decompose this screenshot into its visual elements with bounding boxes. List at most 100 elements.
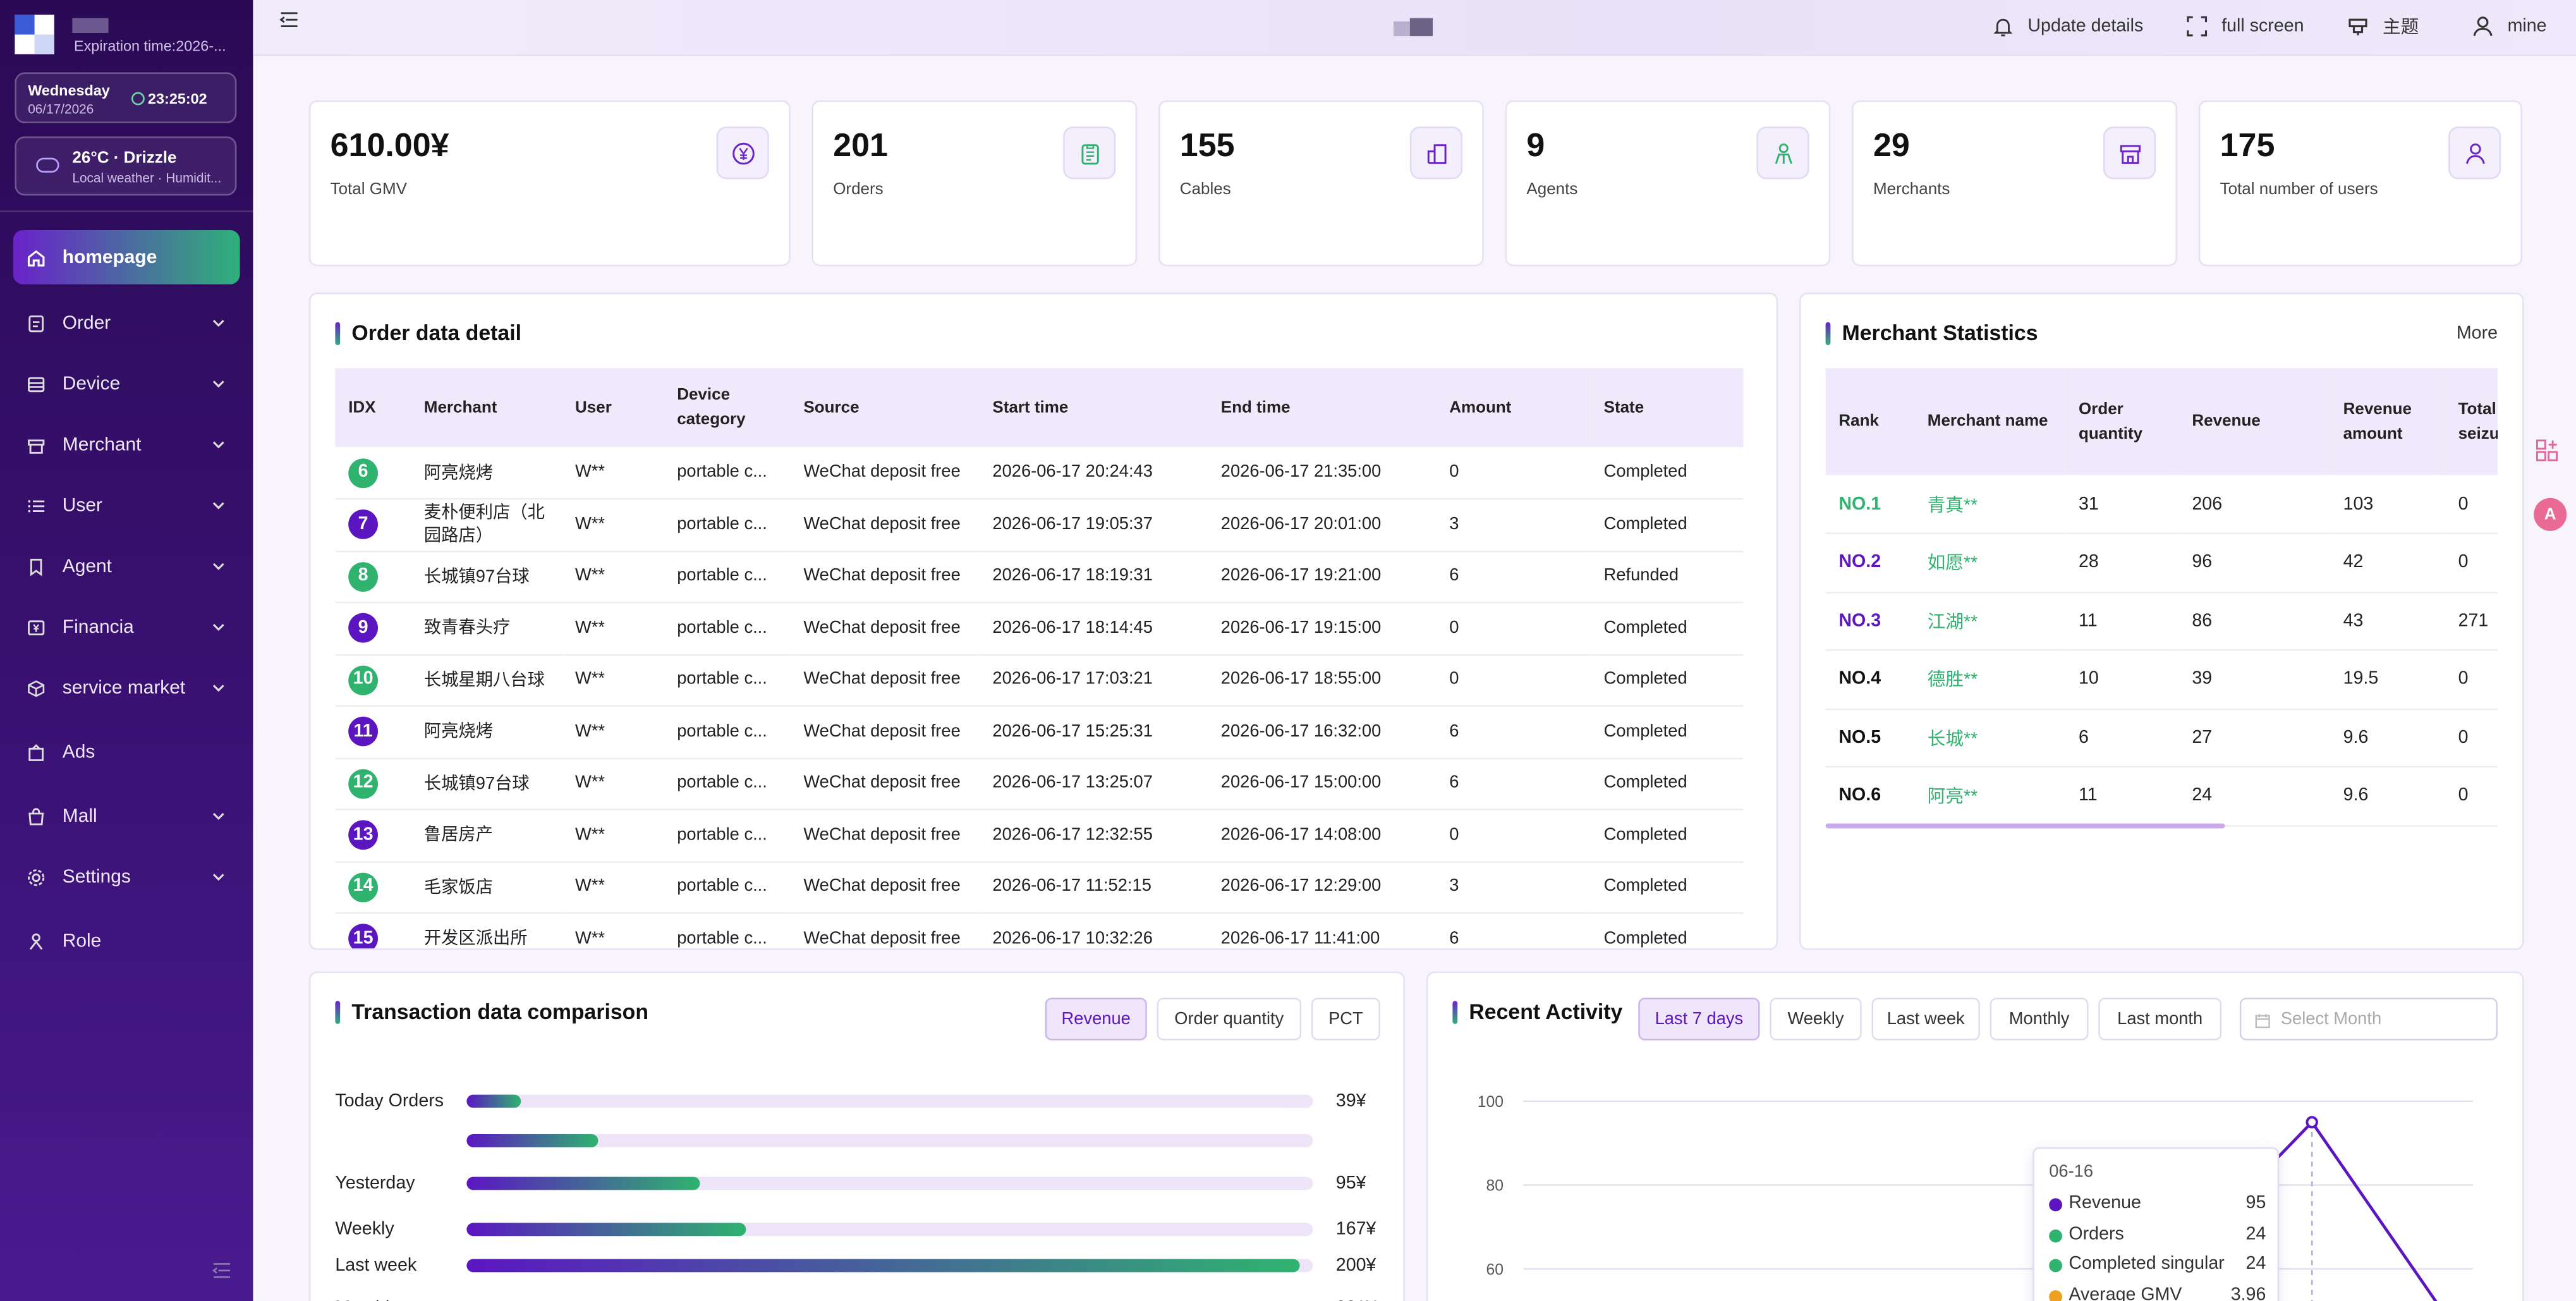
tab-pct[interactable]: PCT <box>1311 998 1380 1041</box>
yen-icon <box>716 126 769 180</box>
sidebar-item-agent[interactable]: Agent <box>13 539 240 594</box>
chevron-down-icon <box>212 319 224 327</box>
bar-fill <box>466 1133 598 1147</box>
cell-order-qty: 28 <box>2065 533 2179 593</box>
home-icon <box>27 247 46 267</box>
sidebar-item-order[interactable]: Order <box>13 296 240 350</box>
tab-last-week[interactable]: Last week <box>1871 998 1980 1041</box>
tab-monthly[interactable]: Monthly <box>1990 998 2089 1041</box>
cell-end: 2026-06-17 16:32:00 <box>1207 705 1437 759</box>
person-icon <box>2448 126 2501 180</box>
cell-end: 2026-06-17 12:29:00 <box>1207 861 1437 914</box>
sidebar-item-device[interactable]: Device <box>13 357 240 411</box>
sidebar-item-ads[interactable]: Ads <box>13 725 240 779</box>
cell-rank: NO.1 <box>1825 475 1914 534</box>
data-point[interactable] <box>2306 1116 2318 1128</box>
sidebar-item-finance[interactable]: Financia <box>13 600 240 654</box>
sidebar-item-homepage[interactable]: homepage <box>13 230 240 284</box>
theme-button[interactable]: 主题 <box>2347 0 2419 52</box>
cell-device: portable c... <box>664 550 791 604</box>
stat-value: 175 <box>2220 128 2275 164</box>
stat-label: Merchants <box>1873 181 1950 199</box>
col-total-seizure: Total seizure <box>2458 400 2498 443</box>
table-row[interactable]: 6 阿亮烧烤 W** portable c... WeChat deposit free… <box>335 447 1744 500</box>
cell-amount: 3 <box>1436 499 1591 552</box>
panel-title: Recent Activity <box>1452 999 1622 1024</box>
translate-icon[interactable]: A <box>2534 498 2567 531</box>
bar-row: Last week 200¥ <box>335 1249 1387 1282</box>
full-screen-button[interactable]: full screen <box>2185 0 2304 52</box>
table-row[interactable]: 11 阿亮烧烤 W** portable c... WeChat deposit fre… <box>335 705 1744 759</box>
panel-title: Order data detail <box>335 321 521 345</box>
date-text: 06/17/2026 <box>28 102 94 117</box>
cell-state: Completed <box>1590 654 1744 707</box>
horizontal-scrollbar[interactable] <box>1825 823 2225 829</box>
cell-merchant: 长城镇97台球 <box>411 757 562 810</box>
cell-device: portable c... <box>664 861 791 914</box>
menu-toggle-icon[interactable] <box>279 10 299 30</box>
cell-state: Refunded <box>1590 550 1744 604</box>
table-row[interactable]: 9 致青春头疗 W** portable c... WeChat deposit fre… <box>335 602 1744 656</box>
idx-badge: 15 <box>348 924 378 949</box>
cell-revenue: 24 <box>2178 766 2330 826</box>
sidebar-item-role[interactable]: Role <box>13 914 240 968</box>
weekday: Wednesday <box>28 82 110 99</box>
cell-idx: 12 <box>335 757 411 810</box>
cell-device: portable c... <box>664 913 791 949</box>
stat-value: 9 <box>1526 128 1545 164</box>
cell-start: 2026-06-17 13:25:07 <box>979 757 1208 810</box>
sidebar-item-label: homepage <box>62 247 157 267</box>
sidebar-item-label: Settings <box>62 867 131 887</box>
sidebar-item-service-market[interactable]: service market <box>13 661 240 715</box>
more-link[interactable]: More <box>2456 324 2498 344</box>
sidebar-item-settings[interactable]: Settings <box>13 850 240 904</box>
table-row[interactable]: 7 麦朴便利店（北园路店） W** portable c... WeChat depos… <box>335 499 1744 552</box>
cell-order-qty: 11 <box>2065 766 2179 826</box>
idx-badge: 8 <box>348 561 378 592</box>
col-state: State <box>1603 398 1644 417</box>
sidebar-item-mall[interactable]: Mall <box>13 789 240 843</box>
table-row[interactable]: NO.5 长城** 6 27 9.6 0 <box>1825 708 2498 768</box>
tab-weekly[interactable]: Weekly <box>1770 998 1862 1041</box>
tab-order-quantity[interactable]: Order quantity <box>1157 998 1302 1041</box>
table-row[interactable]: 13 鲁居房产 W** portable c... WeChat deposit fre… <box>335 809 1744 862</box>
cell-revenue: 27 <box>2178 708 2330 768</box>
mine-button[interactable]: mine <box>2471 0 2547 52</box>
stat-value: 201 <box>833 128 888 164</box>
activity-line-chart: 100 80 60 <box>1478 1094 2473 1301</box>
tooltip-item: Average GMV 3.96 <box>2049 1285 2266 1301</box>
table-row[interactable]: NO.6 阿亮** 11 24 9.6 0 <box>1825 766 2498 826</box>
sidebar-item-merchant[interactable]: Merchant <box>13 417 240 472</box>
bar-label: Yesterday <box>335 1173 415 1194</box>
table-row[interactable]: 14 毛家饭店 W** portable c... WeChat deposit fre… <box>335 861 1744 914</box>
recent-activity-panel: Recent Activity Last 7 days Weekly Last … <box>1426 971 2524 1301</box>
bar-fill <box>466 1259 1301 1273</box>
sidebar-item-user[interactable]: User <box>13 479 240 533</box>
bar-row: Yesterday 95¥ <box>335 1167 1387 1200</box>
table-row[interactable]: NO.3 江湖** 11 86 43 271 <box>1825 591 2498 651</box>
select-month-input[interactable]: Select Month <box>2239 998 2498 1041</box>
cell-idx: 6 <box>335 447 411 500</box>
legend-dot <box>2049 1228 2062 1242</box>
table-row[interactable]: 12 长城镇97台球 W** portable c... WeChat deposit … <box>335 757 1744 810</box>
tab-last-month[interactable]: Last month <box>2098 998 2222 1041</box>
table-row[interactable]: NO.2 如愿** 28 96 42 0 <box>1825 533 2498 593</box>
col-user: User <box>574 398 612 417</box>
brand-name <box>72 18 109 33</box>
col-idx: IDX <box>348 398 376 417</box>
update-details-button[interactable]: Update details <box>1991 0 2143 52</box>
col-end: End time <box>1220 398 1291 417</box>
collapse-sidebar-icon[interactable] <box>212 1262 231 1279</box>
tab-revenue[interactable]: Revenue <box>1045 998 1147 1041</box>
tab-last-7-days[interactable]: Last 7 days <box>1638 998 1760 1041</box>
theme-icon <box>2348 18 2367 35</box>
table-row[interactable]: NO.4 德胜** 10 39 19.5 0 <box>1825 650 2498 709</box>
role-icon <box>27 931 46 951</box>
idx-badge: 10 <box>348 665 378 695</box>
idx-badge: 11 <box>348 717 378 747</box>
table-row[interactable]: 15 开发区派出所 W** portable c... WeChat deposit f… <box>335 913 1744 949</box>
table-row[interactable]: 10 长城星期八台球 W** portable c... WeChat deposit … <box>335 654 1744 707</box>
table-row[interactable]: 8 长城镇97台球 W** portable c... WeChat deposit f… <box>335 550 1744 604</box>
table-row[interactable]: NO.1 青真** 31 206 103 0 <box>1825 475 2498 534</box>
apps-icon[interactable] <box>2534 437 2560 464</box>
